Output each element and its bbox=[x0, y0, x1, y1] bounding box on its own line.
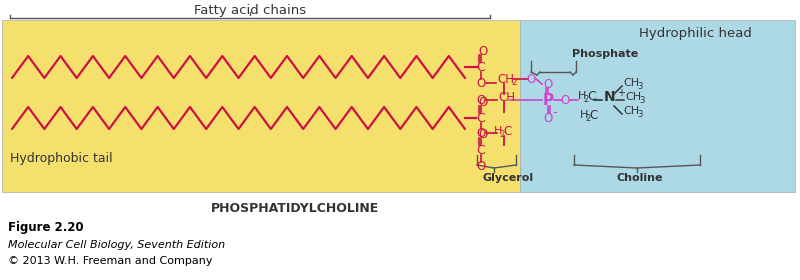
Text: Glycerol: Glycerol bbox=[482, 173, 534, 183]
Text: O: O bbox=[526, 73, 536, 85]
Text: Molecular Cell Biology, Seventh Edition: Molecular Cell Biology, Seventh Edition bbox=[8, 240, 225, 250]
Text: PHOSPHATIDYLCHOLINE: PHOSPHATIDYLCHOLINE bbox=[211, 202, 379, 214]
Text: C: C bbox=[589, 109, 598, 122]
Text: O: O bbox=[476, 76, 486, 90]
Text: Hydrophobic tail: Hydrophobic tail bbox=[10, 151, 113, 165]
Text: O: O bbox=[476, 127, 486, 139]
Text: C: C bbox=[477, 60, 486, 74]
Text: 3: 3 bbox=[639, 95, 644, 104]
Text: +: + bbox=[617, 88, 625, 98]
Text: 2: 2 bbox=[585, 113, 590, 123]
Text: 2: 2 bbox=[511, 78, 517, 87]
Text: O: O bbox=[478, 95, 488, 109]
Text: O: O bbox=[476, 94, 486, 106]
Text: -: - bbox=[553, 106, 558, 120]
Text: Fatty acid chains: Fatty acid chains bbox=[194, 4, 306, 17]
Text: C: C bbox=[503, 125, 511, 137]
Text: Phosphate: Phosphate bbox=[572, 49, 638, 59]
Text: CH: CH bbox=[497, 73, 514, 85]
Text: 2: 2 bbox=[583, 95, 588, 104]
Text: CH: CH bbox=[498, 90, 515, 104]
Bar bbox=[520, 20, 795, 192]
Text: C: C bbox=[477, 111, 486, 125]
Text: CH: CH bbox=[625, 92, 641, 102]
Text: 3: 3 bbox=[637, 81, 642, 90]
Text: O: O bbox=[476, 160, 486, 172]
Text: H: H bbox=[578, 91, 586, 101]
Text: O: O bbox=[543, 111, 553, 125]
Text: Hydrophilic head: Hydrophilic head bbox=[638, 27, 751, 39]
Text: O: O bbox=[543, 78, 553, 90]
Text: C: C bbox=[587, 90, 596, 102]
Text: H: H bbox=[494, 126, 502, 136]
Text: N: N bbox=[604, 90, 616, 104]
Text: P: P bbox=[542, 92, 554, 108]
Text: H: H bbox=[580, 110, 588, 120]
Text: © 2013 W.H. Freeman and Company: © 2013 W.H. Freeman and Company bbox=[8, 256, 213, 266]
Text: O: O bbox=[478, 127, 488, 141]
Text: Figure 2.20: Figure 2.20 bbox=[8, 221, 84, 235]
Text: 2: 2 bbox=[499, 130, 504, 139]
Text: O: O bbox=[560, 94, 570, 106]
Text: CH: CH bbox=[623, 78, 639, 88]
Text: O: O bbox=[478, 45, 488, 57]
Text: 3: 3 bbox=[637, 109, 642, 118]
Text: CH: CH bbox=[623, 106, 639, 116]
Bar bbox=[2, 20, 520, 192]
Text: Choline: Choline bbox=[617, 173, 663, 183]
Text: C: C bbox=[477, 144, 486, 157]
